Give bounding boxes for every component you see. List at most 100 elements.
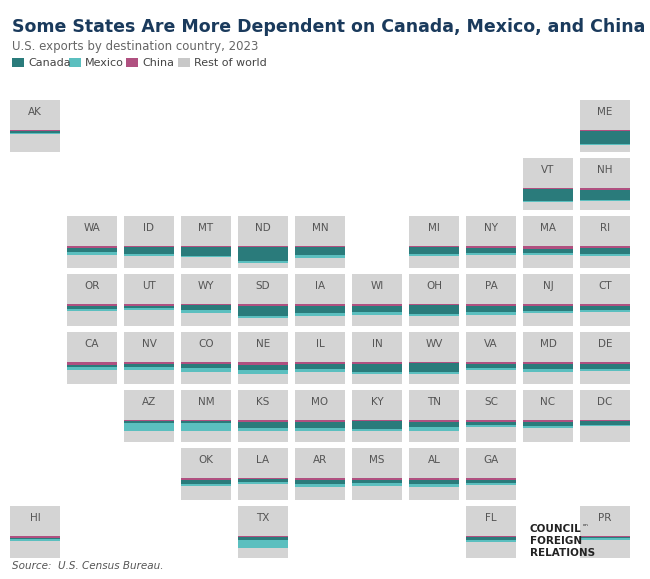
Bar: [466, 274, 516, 326]
Bar: [126, 58, 138, 67]
Bar: [238, 537, 288, 540]
Text: LA: LA: [257, 455, 270, 465]
Text: VA: VA: [484, 339, 498, 349]
Text: MT: MT: [198, 223, 214, 233]
Bar: [124, 420, 174, 422]
Bar: [466, 313, 516, 314]
Bar: [124, 304, 174, 306]
Bar: [67, 274, 117, 326]
Text: AR: AR: [313, 455, 327, 465]
Bar: [10, 540, 60, 541]
Bar: [124, 367, 174, 370]
Bar: [580, 190, 630, 200]
Bar: [181, 368, 231, 372]
Text: NC: NC: [540, 397, 556, 407]
Bar: [295, 304, 345, 306]
Text: SD: SD: [255, 281, 270, 291]
Bar: [124, 246, 174, 247]
Text: IN: IN: [372, 339, 382, 349]
Text: RI: RI: [600, 223, 610, 233]
Text: FL: FL: [485, 513, 497, 523]
Bar: [124, 422, 174, 423]
Bar: [67, 332, 117, 384]
Bar: [295, 420, 345, 422]
Text: AK: AK: [28, 107, 42, 117]
Bar: [10, 506, 60, 558]
Bar: [124, 308, 174, 310]
Bar: [580, 216, 630, 268]
Bar: [523, 304, 573, 306]
Bar: [181, 484, 231, 486]
Bar: [10, 100, 60, 152]
Bar: [181, 420, 231, 422]
Bar: [352, 480, 402, 483]
Bar: [352, 304, 402, 306]
Bar: [238, 365, 288, 370]
Text: HI: HI: [30, 513, 40, 523]
Bar: [409, 483, 459, 487]
Text: CO: CO: [198, 339, 214, 349]
Bar: [238, 304, 288, 306]
Bar: [523, 390, 573, 442]
Bar: [10, 536, 60, 538]
Bar: [523, 201, 573, 202]
Bar: [352, 372, 402, 374]
Text: NM: NM: [198, 397, 214, 407]
Text: U.S. exports by destination country, 2023: U.S. exports by destination country, 202…: [12, 40, 259, 53]
Bar: [295, 313, 345, 316]
Bar: [466, 536, 516, 537]
Bar: [238, 246, 288, 247]
Text: Some States Are More Dependent on Canada, Mexico, and China: Some States Are More Dependent on Canada…: [12, 18, 645, 36]
Bar: [124, 362, 174, 364]
Bar: [580, 420, 630, 422]
Text: PR: PR: [598, 513, 612, 523]
Bar: [67, 252, 117, 255]
Bar: [295, 484, 345, 487]
Bar: [466, 483, 516, 485]
Bar: [409, 390, 459, 442]
Bar: [580, 362, 630, 364]
Bar: [238, 536, 288, 537]
Bar: [295, 422, 345, 428]
Bar: [238, 247, 288, 262]
Bar: [352, 332, 402, 384]
Bar: [409, 314, 459, 316]
Text: WV: WV: [425, 339, 443, 349]
Bar: [352, 429, 402, 431]
Bar: [295, 481, 345, 484]
Bar: [580, 364, 630, 369]
Bar: [466, 304, 516, 306]
Bar: [181, 246, 231, 247]
Bar: [409, 363, 459, 372]
Bar: [238, 216, 288, 268]
Bar: [352, 306, 402, 313]
Bar: [238, 506, 288, 558]
Bar: [409, 481, 459, 483]
Bar: [181, 332, 231, 384]
Text: Source:  U.S. Census Bureau.: Source: U.S. Census Bureau.: [12, 561, 164, 571]
Bar: [295, 390, 345, 442]
Text: GA: GA: [484, 455, 499, 465]
Bar: [10, 131, 60, 133]
Bar: [409, 305, 459, 314]
Bar: [466, 478, 516, 481]
Bar: [67, 362, 117, 365]
Bar: [181, 390, 231, 442]
Bar: [67, 304, 117, 306]
Text: DC: DC: [597, 397, 613, 407]
Text: MO: MO: [311, 397, 328, 407]
Bar: [238, 482, 288, 484]
Bar: [409, 304, 459, 305]
Bar: [580, 144, 630, 145]
Text: NJ: NJ: [543, 281, 553, 291]
Bar: [466, 364, 516, 368]
Text: WI: WI: [370, 281, 383, 291]
Bar: [124, 216, 174, 268]
Bar: [181, 256, 231, 257]
Bar: [580, 248, 630, 254]
Bar: [181, 362, 231, 364]
Bar: [181, 216, 231, 268]
Text: KS: KS: [256, 397, 270, 407]
Bar: [295, 246, 345, 247]
Bar: [580, 506, 630, 558]
